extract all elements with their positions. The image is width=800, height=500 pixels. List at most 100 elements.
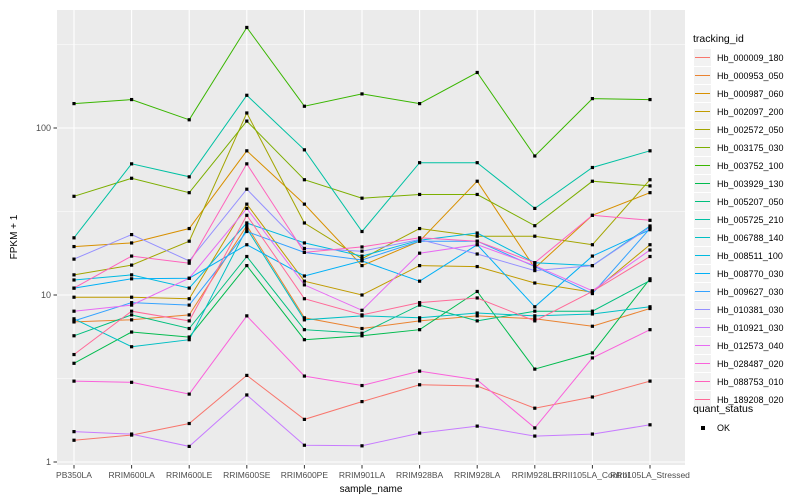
data-point bbox=[648, 278, 652, 283]
data-point bbox=[245, 162, 249, 166]
data-point bbox=[590, 432, 594, 436]
data-point bbox=[418, 237, 422, 242]
data-point bbox=[418, 303, 422, 307]
x-tick-label-RRII105LA_Stressed: RRII105LA_Stressed bbox=[610, 470, 690, 480]
data-point bbox=[72, 236, 76, 240]
data-point bbox=[648, 328, 652, 332]
data-point bbox=[360, 313, 364, 317]
data-point bbox=[187, 303, 191, 307]
legend-label: Hb_010381_030 bbox=[717, 304, 784, 315]
data-point bbox=[302, 241, 306, 245]
data-point bbox=[648, 254, 652, 259]
data-point bbox=[187, 239, 191, 243]
data-point bbox=[590, 165, 594, 170]
legend-label: Hb_009627_030 bbox=[717, 286, 784, 297]
data-point bbox=[130, 295, 134, 299]
legend-title-quant-status: quant_status bbox=[693, 403, 754, 415]
data-point bbox=[302, 246, 306, 251]
data-point bbox=[475, 243, 479, 247]
data-point bbox=[590, 254, 594, 258]
data-point bbox=[533, 261, 537, 265]
data-point bbox=[475, 314, 479, 318]
legend-label: Hb_008770_030 bbox=[717, 268, 784, 279]
data-point bbox=[590, 351, 594, 355]
data-point bbox=[187, 313, 191, 317]
legend-item-Hb_009627_030: Hb_009627_030 bbox=[694, 283, 784, 300]
legend-label: Hb_005207_050 bbox=[717, 196, 784, 207]
legend-key-line bbox=[695, 399, 710, 401]
data-point bbox=[648, 149, 652, 153]
data-point bbox=[302, 104, 306, 108]
data-point bbox=[245, 206, 249, 211]
data-point bbox=[130, 303, 134, 307]
legend-key-swatch bbox=[694, 193, 711, 210]
data-point bbox=[245, 224, 249, 228]
data-point bbox=[72, 352, 76, 357]
legend-key-swatch bbox=[694, 175, 711, 192]
legend-label: Hb_006788_140 bbox=[717, 232, 784, 243]
x-tick-label-RRIM928LE: RRIM928LE bbox=[511, 470, 558, 480]
data-point bbox=[590, 309, 594, 313]
data-point bbox=[130, 301, 134, 305]
legend-label: Hb_003175_030 bbox=[717, 142, 784, 153]
data-point bbox=[187, 338, 191, 342]
data-point bbox=[130, 97, 134, 102]
quant-status-item-OK: OK bbox=[694, 419, 730, 436]
legend-key-line bbox=[695, 147, 710, 149]
y-axis-title: FPKM + 1 bbox=[9, 214, 20, 260]
legend-key-line bbox=[695, 129, 710, 131]
data-point bbox=[72, 361, 76, 365]
legend-key-line bbox=[695, 345, 710, 347]
data-point bbox=[360, 196, 364, 200]
data-point bbox=[130, 432, 134, 436]
data-point bbox=[130, 309, 134, 313]
legend-label: Hb_000987_060 bbox=[717, 88, 784, 99]
data-point bbox=[475, 231, 479, 235]
legend-item-Hb_189208_020: Hb_189208_020 bbox=[694, 391, 784, 408]
data-point bbox=[302, 297, 306, 301]
y-tick-label-1: 1 bbox=[45, 457, 51, 467]
data-point bbox=[245, 119, 249, 123]
legend-key-line bbox=[695, 309, 710, 311]
data-point bbox=[533, 319, 537, 323]
data-point bbox=[302, 316, 306, 320]
data-point bbox=[418, 383, 422, 387]
data-point bbox=[302, 178, 306, 182]
data-point bbox=[360, 334, 364, 338]
data-point bbox=[418, 251, 422, 255]
data-point bbox=[130, 318, 134, 322]
data-point bbox=[533, 317, 537, 321]
data-point bbox=[533, 434, 537, 438]
data-point bbox=[648, 218, 652, 222]
x-tick-label-RRIM600LA: RRIM600LA bbox=[108, 470, 155, 480]
legend-label: Hb_010921_030 bbox=[717, 322, 784, 333]
data-point bbox=[72, 278, 76, 282]
data-point bbox=[72, 286, 76, 290]
data-point bbox=[533, 224, 537, 228]
data-point bbox=[418, 161, 422, 165]
legend-key-swatch bbox=[694, 103, 711, 120]
data-point bbox=[187, 444, 191, 448]
legend-key-swatch bbox=[694, 337, 711, 354]
legend-key-swatch bbox=[694, 157, 711, 174]
legend-item-Hb_000953_050: Hb_000953_050 bbox=[694, 67, 784, 84]
data-point bbox=[187, 335, 191, 339]
data-point bbox=[590, 263, 594, 268]
data-point bbox=[245, 93, 249, 97]
data-point bbox=[187, 276, 191, 280]
legend-key-swatch bbox=[694, 121, 711, 138]
legend-item-Hb_005207_050: Hb_005207_050 bbox=[694, 193, 784, 210]
data-point bbox=[360, 229, 364, 234]
data-point bbox=[648, 379, 652, 383]
data-point bbox=[302, 250, 306, 254]
data-point bbox=[475, 70, 479, 75]
legend-item-Hb_003752_100: Hb_003752_100 bbox=[694, 157, 784, 174]
data-point bbox=[72, 257, 76, 261]
data-point bbox=[648, 306, 652, 311]
plot-panel bbox=[57, 10, 685, 465]
legend-key-swatch bbox=[694, 49, 711, 66]
data-point bbox=[130, 277, 134, 281]
legend-label: Hb_003929_130 bbox=[717, 178, 784, 189]
data-point bbox=[187, 421, 191, 426]
